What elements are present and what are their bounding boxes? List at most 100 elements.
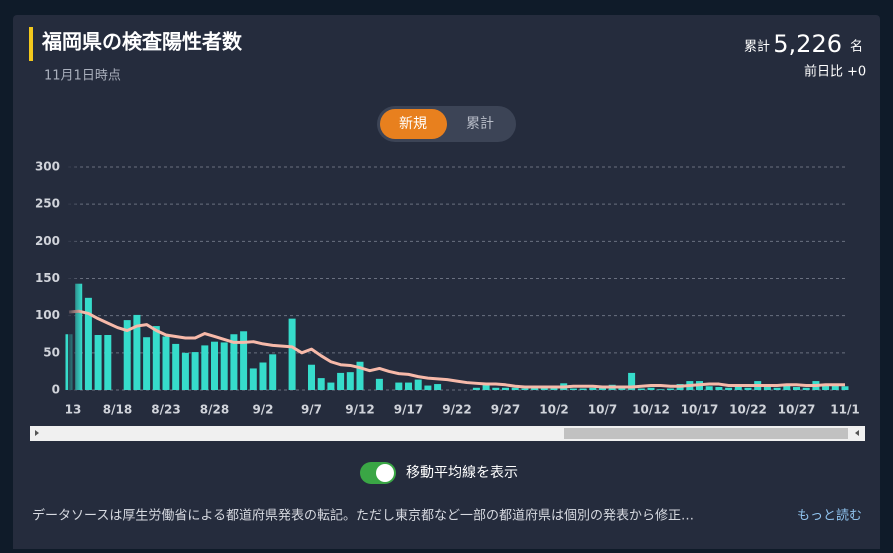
y-tick-label: 200 (35, 234, 60, 248)
bar (395, 382, 403, 390)
title-accent (29, 27, 33, 61)
bar (327, 382, 335, 390)
bar (599, 387, 606, 390)
bar (414, 379, 422, 390)
bar (511, 387, 519, 390)
bar (569, 388, 577, 390)
bar (249, 368, 257, 390)
y-tick-label: 300 (35, 160, 60, 174)
x-tick-label: 8/28 (200, 403, 229, 417)
bar (744, 387, 752, 390)
bar (191, 352, 199, 390)
bar (637, 388, 645, 390)
x-tick-label: 8/18 (103, 403, 132, 417)
moving-average-line (68, 309, 845, 389)
bar (521, 388, 529, 390)
bar (317, 378, 325, 390)
bar (405, 382, 412, 390)
bar (230, 334, 238, 390)
diff-value: +0 (847, 65, 866, 80)
x-tick-label: 9/22 (442, 403, 471, 417)
y-tick-label: 150 (35, 271, 60, 285)
bar (773, 387, 781, 390)
bar (763, 387, 771, 390)
bar (143, 337, 151, 390)
footer-text: データソースは厚生労働省による都道府県発表の転記。ただし東京都など一部の都道府県… (32, 508, 694, 524)
bar (211, 341, 218, 390)
bar (628, 372, 636, 390)
y-tick-label: 0 (52, 383, 60, 397)
bar (589, 387, 597, 390)
x-tick-label: 13 (65, 403, 82, 417)
x-tick-label: 10/7 (588, 403, 617, 417)
toggle-total[interactable]: 累計 (466, 116, 494, 132)
x-tick-label: 9/12 (345, 403, 374, 417)
bar (308, 364, 315, 390)
toggle-new[interactable]: 新規 (399, 116, 427, 132)
bar (579, 388, 587, 390)
bar (162, 336, 170, 390)
x-tick-label: 10/27 (778, 403, 816, 417)
x-tick-label: 10/17 (681, 403, 719, 417)
switch-knob[interactable] (376, 464, 394, 482)
subtitle: 11月1日時点 (44, 69, 121, 84)
x-tick-label: 10/12 (632, 403, 670, 417)
bar (375, 378, 383, 390)
read-more[interactable]: もっと読む (797, 508, 862, 524)
bar (734, 386, 742, 390)
x-tick-label: 9/27 (491, 403, 520, 417)
bar (647, 387, 655, 390)
x-tick-label: 10/22 (729, 403, 767, 417)
bar (424, 385, 432, 390)
bar (841, 386, 849, 390)
scroll-thumb[interactable] (564, 428, 848, 439)
bar (201, 345, 209, 390)
bar (356, 361, 364, 390)
bar (220, 342, 228, 390)
bar (502, 387, 509, 390)
y-tick-label: 100 (35, 308, 60, 322)
bar (472, 387, 480, 390)
bar (259, 362, 267, 390)
bar (346, 372, 354, 390)
bar (705, 386, 713, 390)
y-tick-label: 250 (35, 197, 60, 211)
bar (831, 384, 839, 390)
bar (240, 331, 248, 390)
bar (783, 384, 791, 390)
bar (94, 334, 102, 390)
title: 福岡県の検査陽性者数 (41, 30, 243, 54)
bar (657, 389, 665, 390)
total-value: 5,226 (773, 30, 842, 58)
bar (84, 297, 92, 390)
bar (492, 387, 500, 390)
bar (482, 384, 490, 390)
bar (181, 352, 189, 390)
x-tick-label: 9/7 (301, 403, 322, 417)
toggle-active[interactable] (380, 109, 447, 139)
x-tick-label: 9/17 (394, 403, 423, 417)
y-tick-label: 50 (43, 345, 60, 359)
scroll-fade (68, 160, 82, 400)
bar (172, 343, 180, 390)
x-tick-label: 9/2 (252, 403, 273, 417)
bar (337, 372, 345, 390)
bar (133, 314, 141, 390)
total-label: 累計 (744, 39, 770, 55)
bar (666, 388, 674, 390)
x-tick-label: 8/23 (151, 403, 180, 417)
switch-label: 移動平均線を表示 (406, 465, 518, 481)
diff-label: 前日比 (804, 64, 843, 80)
bar (618, 388, 626, 390)
bar (123, 320, 131, 390)
bar (104, 334, 112, 390)
bar (434, 384, 442, 390)
x-tick-label: 11/1 (830, 403, 859, 417)
card-bg (13, 15, 880, 553)
bar (152, 326, 160, 390)
bar (822, 384, 830, 390)
bar (715, 387, 723, 390)
bar (269, 354, 277, 390)
total-unit: 名 (850, 39, 863, 55)
